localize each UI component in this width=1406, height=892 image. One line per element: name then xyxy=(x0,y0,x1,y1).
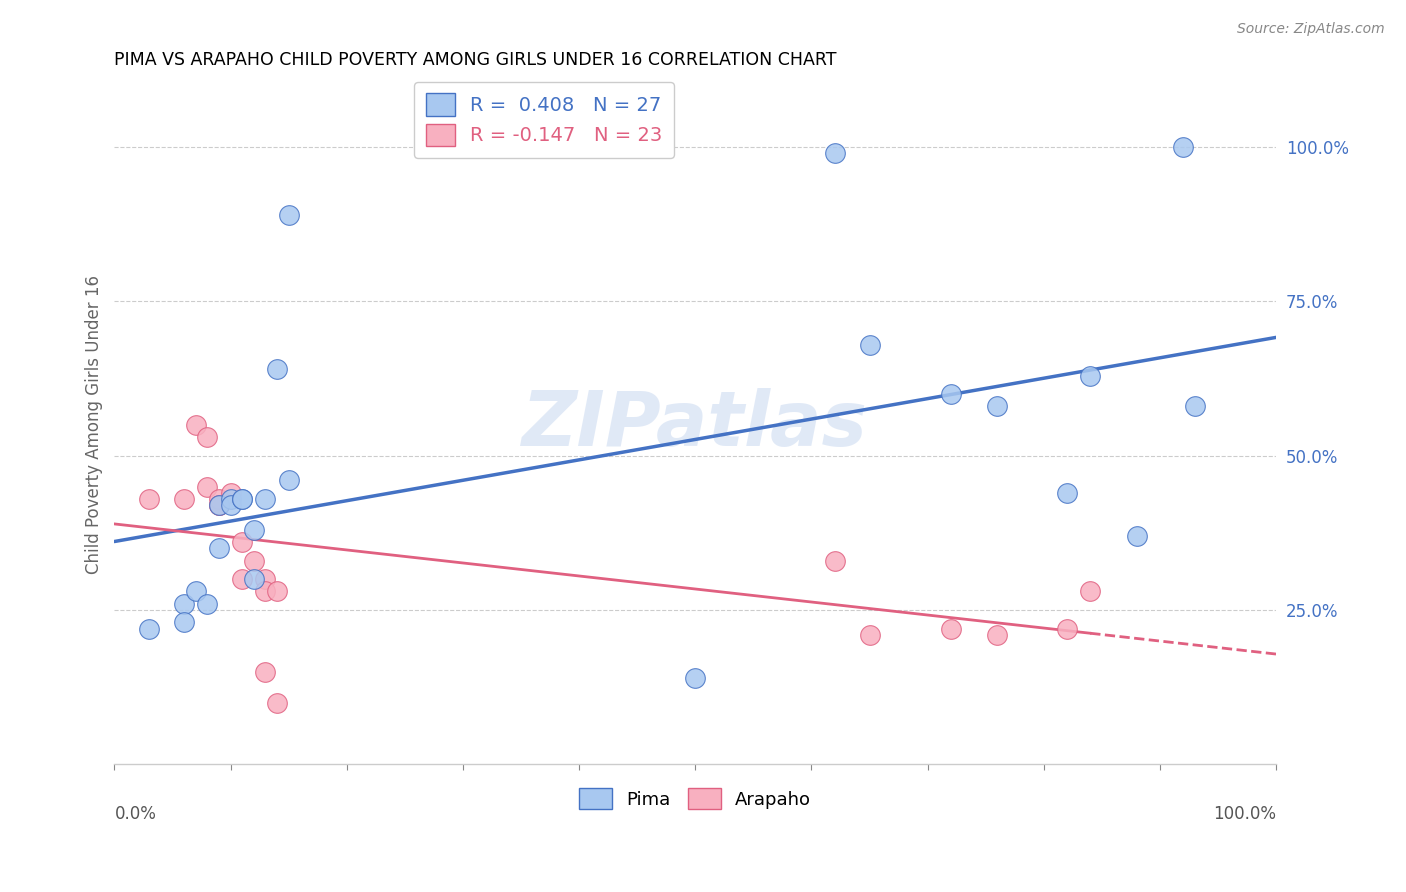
Point xyxy=(266,362,288,376)
Point xyxy=(1184,400,1206,414)
Point xyxy=(219,491,242,506)
Point xyxy=(208,491,231,506)
Point xyxy=(184,417,207,432)
Point xyxy=(254,665,277,679)
Point xyxy=(254,572,277,586)
Point xyxy=(1056,622,1078,636)
Point xyxy=(266,584,288,599)
Point xyxy=(138,491,160,506)
Point xyxy=(277,208,299,222)
Point xyxy=(195,480,218,494)
Point xyxy=(858,628,880,642)
Point xyxy=(1078,368,1101,383)
Point xyxy=(824,146,846,161)
Point xyxy=(254,584,277,599)
Point xyxy=(1056,485,1078,500)
Point xyxy=(138,622,160,636)
Point xyxy=(208,498,231,512)
Text: 0.0%: 0.0% xyxy=(114,805,156,823)
Legend: Pima, Arapaho: Pima, Arapaho xyxy=(572,781,818,816)
Point xyxy=(195,597,218,611)
Point xyxy=(173,615,195,630)
Point xyxy=(1173,140,1195,154)
Point xyxy=(277,474,299,488)
Point xyxy=(184,584,207,599)
Point xyxy=(231,535,253,549)
Y-axis label: Child Poverty Among Girls Under 16: Child Poverty Among Girls Under 16 xyxy=(86,276,103,574)
Point xyxy=(243,572,266,586)
Point xyxy=(266,696,288,710)
Point xyxy=(231,572,253,586)
Point xyxy=(243,554,266,568)
Point xyxy=(986,400,1008,414)
Point xyxy=(231,491,253,506)
Text: Source: ZipAtlas.com: Source: ZipAtlas.com xyxy=(1237,22,1385,37)
Point xyxy=(173,597,195,611)
Text: 100.0%: 100.0% xyxy=(1213,805,1277,823)
Point xyxy=(195,430,218,444)
Point xyxy=(208,498,231,512)
Point xyxy=(208,498,231,512)
Point xyxy=(824,554,846,568)
Point xyxy=(858,337,880,351)
Text: ZIPatlas: ZIPatlas xyxy=(522,388,869,462)
Point xyxy=(208,541,231,556)
Point xyxy=(939,387,962,401)
Point xyxy=(231,491,253,506)
Point xyxy=(254,491,277,506)
Point xyxy=(219,498,242,512)
Point xyxy=(1125,529,1147,543)
Point xyxy=(683,671,706,685)
Point xyxy=(986,628,1008,642)
Point xyxy=(1078,584,1101,599)
Text: PIMA VS ARAPAHO CHILD POVERTY AMONG GIRLS UNDER 16 CORRELATION CHART: PIMA VS ARAPAHO CHILD POVERTY AMONG GIRL… xyxy=(114,51,837,69)
Point xyxy=(173,491,195,506)
Point xyxy=(219,485,242,500)
Point xyxy=(939,622,962,636)
Point xyxy=(243,523,266,537)
